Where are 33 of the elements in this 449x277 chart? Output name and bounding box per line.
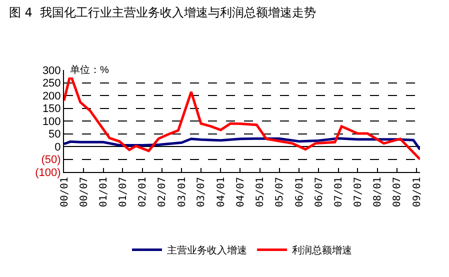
line-series [64,137,420,151]
x-tick-label: 06/07 [314,177,325,208]
legend-label: 主营业务收入增速 [167,244,247,257]
x-tick-label: 06/01 [294,177,306,208]
x-tick-label: 04/07 [235,177,246,208]
x-tick-label: 09/01 [412,177,423,208]
y-tick-label: 0 [54,141,61,154]
x-tick-label: 00/07 [78,177,90,208]
x-tick-label: 08/01 [372,177,384,208]
x-tick-label: 08/07 [392,177,404,208]
x-tick-label: 07/07 [352,177,364,208]
x-tick-label: 04/01 [216,177,227,208]
y-tick-label: 50 [48,128,61,141]
y-tick-label: 300 [42,64,61,77]
chart-title: 图 4 我国化工行业主营业务收入增速与利润总额增速走势 [8,6,316,20]
y-tick-label: (50) [41,154,61,166]
y-tick-label: 150 [42,103,61,116]
y-tick-label: (100) [35,166,61,179]
annotation: 单位：% [70,64,109,76]
legend-label: 利润总额增速 [292,244,352,257]
y-tick-label: 100 [42,116,61,128]
x-tick-label: 03/07 [196,177,208,208]
x-tick-label: 03/01 [176,177,188,208]
x-tick-label: 00/01 [59,177,70,208]
x-tick-label: 01/01 [98,177,110,208]
x-tick-label: 01/07 [118,177,129,208]
x-tick-label: 05/01 [255,177,266,208]
y-tick-label: 250 [42,78,61,90]
x-tick-label: 02/07 [157,177,168,208]
x-tick-label: 02/01 [138,177,149,208]
x-tick-label: 05/07 [274,177,286,208]
x-tick-label: 07/01 [334,177,345,208]
y-tick-label: 200 [42,90,61,102]
